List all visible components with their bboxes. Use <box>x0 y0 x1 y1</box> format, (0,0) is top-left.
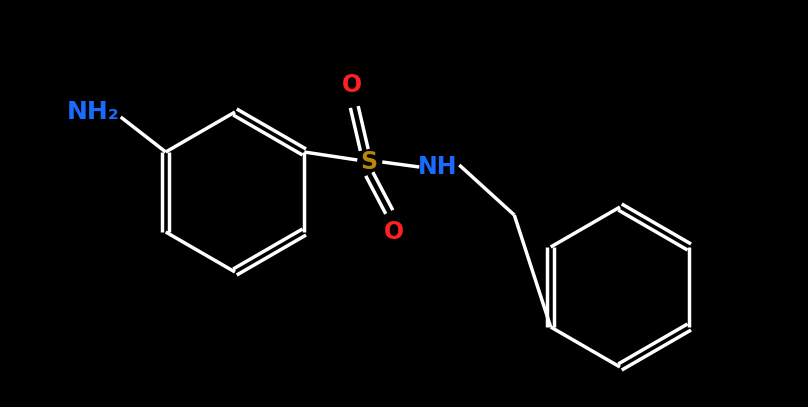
Text: O: O <box>385 220 404 244</box>
Text: NH: NH <box>418 155 457 179</box>
Text: S: S <box>360 150 378 174</box>
Text: NH₂: NH₂ <box>66 100 119 124</box>
Text: O: O <box>343 73 362 97</box>
